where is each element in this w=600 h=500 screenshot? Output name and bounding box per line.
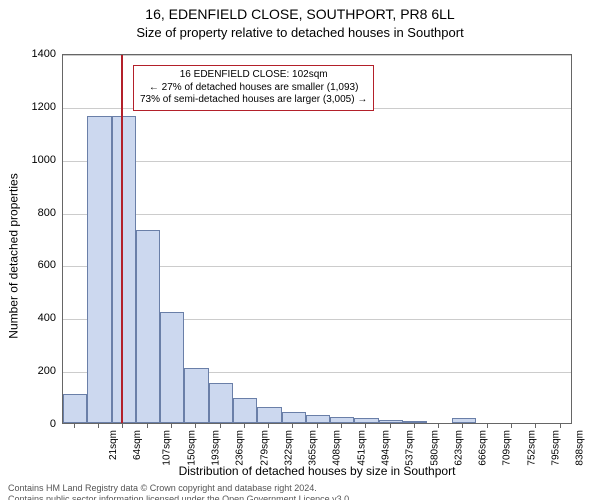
x-tick-mark (98, 424, 99, 428)
x-tick-label: 838sqm (575, 430, 586, 466)
footer-attribution: Contains HM Land Registry data © Crown c… (8, 483, 352, 500)
annotation-line: 73% of semi-detached houses are larger (… (140, 94, 367, 107)
x-tick-mark (122, 424, 123, 428)
x-axis-title: Distribution of detached houses by size … (62, 464, 572, 478)
gridline (63, 161, 571, 162)
annotation-line: 16 EDENFIELD CLOSE: 102sqm (140, 69, 367, 82)
histogram-bar (233, 398, 257, 423)
annotation-box: 16 EDENFIELD CLOSE: 102sqm← 27% of detac… (133, 65, 374, 111)
footer-line2: Contains public sector information licen… (8, 494, 352, 500)
x-tick-mark (438, 424, 439, 428)
x-tick-mark (341, 424, 342, 428)
histogram-bar (87, 116, 111, 423)
x-tick-mark (535, 424, 536, 428)
x-tick-mark (195, 424, 196, 428)
x-tick-label: 150sqm (186, 430, 197, 466)
x-tick-mark (414, 424, 415, 428)
histogram-bar (452, 418, 476, 423)
histogram-bar (112, 116, 136, 423)
x-tick-label: 322sqm (283, 430, 294, 466)
y-tick-label: 1400 (32, 48, 56, 60)
x-tick-label: 451sqm (356, 430, 367, 466)
histogram-bar (306, 415, 330, 423)
chart-title-line1: 16, EDENFIELD CLOSE, SOUTHPORT, PR8 6LL (0, 6, 600, 23)
y-tick-label: 1200 (32, 101, 56, 113)
y-tick-label: 0 (50, 418, 56, 430)
histogram-bar (136, 230, 160, 423)
histogram-bar (63, 394, 87, 423)
x-tick-mark (462, 424, 463, 428)
histogram-bar (282, 412, 306, 423)
x-tick-label: 623sqm (453, 430, 464, 466)
y-tick-label: 200 (38, 365, 56, 377)
annotation-line: ← 27% of detached houses are smaller (1,… (140, 82, 367, 95)
histogram-bar (257, 407, 281, 423)
x-tick-mark (220, 424, 221, 428)
x-tick-mark (268, 424, 269, 428)
histogram-bar (209, 383, 233, 423)
x-tick-mark (511, 424, 512, 428)
x-tick-label: 752sqm (526, 430, 537, 466)
x-tick-label: 666sqm (478, 430, 489, 466)
chart-title-line2: Size of property relative to detached ho… (0, 25, 600, 41)
histogram-bar (330, 417, 354, 423)
x-tick-label: 709sqm (502, 430, 513, 466)
histogram-bar (354, 418, 378, 423)
gridline (63, 55, 571, 56)
x-tick-label: 580sqm (429, 430, 440, 466)
x-tick-label: 21sqm (108, 430, 119, 460)
histogram-bar (184, 368, 208, 424)
x-tick-label: 795sqm (551, 430, 562, 466)
y-tick-label: 400 (38, 312, 56, 324)
figure-container: 16, EDENFIELD CLOSE, SOUTHPORT, PR8 6LL … (0, 6, 600, 500)
x-tick-mark (244, 424, 245, 428)
x-tick-label: 279sqm (259, 430, 270, 466)
x-tick-label: 107sqm (162, 430, 173, 466)
y-tick-label: 800 (38, 207, 56, 219)
x-tick-mark (390, 424, 391, 428)
footer-line1: Contains HM Land Registry data © Crown c… (8, 483, 352, 493)
x-tick-mark (147, 424, 148, 428)
histogram-bar (160, 312, 184, 423)
plot-region: 16 EDENFIELD CLOSE: 102sqm← 27% of detac… (62, 54, 572, 424)
x-tick-mark (560, 424, 561, 428)
x-tick-mark (292, 424, 293, 428)
x-tick-label: 193sqm (211, 430, 222, 466)
x-tick-label: 64sqm (132, 430, 143, 460)
x-tick-label: 236sqm (235, 430, 246, 466)
chart-area: 16 EDENFIELD CLOSE: 102sqm← 27% of detac… (62, 54, 572, 424)
subject-marker-line (121, 55, 123, 423)
gridline (63, 214, 571, 215)
x-tick-label: 408sqm (332, 430, 343, 466)
x-tick-label: 537sqm (405, 430, 416, 466)
x-tick-mark (74, 424, 75, 428)
x-tick-label: 494sqm (381, 430, 392, 466)
x-tick-mark (171, 424, 172, 428)
histogram-bar (379, 420, 403, 423)
x-tick-mark (487, 424, 488, 428)
y-tick-label: 600 (38, 259, 56, 271)
y-tick-labels: 0200400600800100012001400 (0, 54, 60, 424)
y-tick-label: 1000 (32, 154, 56, 166)
x-tick-mark (365, 424, 366, 428)
x-tick-label: 365sqm (308, 430, 319, 466)
x-tick-mark (317, 424, 318, 428)
histogram-bar (403, 421, 427, 423)
